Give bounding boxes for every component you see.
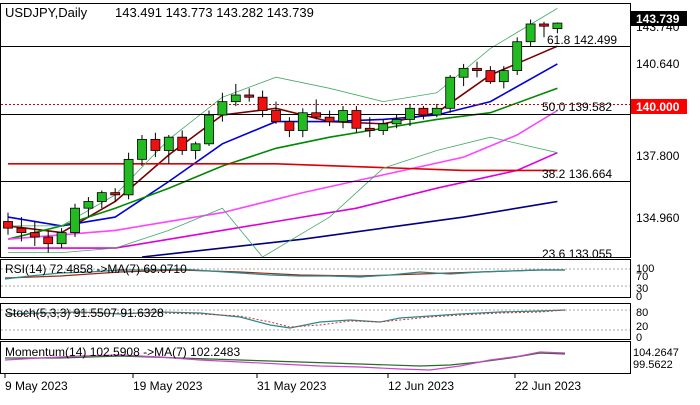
stoch-pane bbox=[0, 303, 631, 340]
date-tick: 31 May 2023 bbox=[257, 379, 327, 393]
candle bbox=[83, 197, 94, 218]
candle bbox=[284, 117, 295, 138]
candle bbox=[525, 19, 536, 47]
fib-61-label: 61.8 142.499 bbox=[547, 33, 617, 47]
candle bbox=[217, 92, 228, 122]
candle bbox=[485, 66, 496, 84]
rsi-tick: 70 bbox=[636, 271, 648, 283]
candle bbox=[297, 108, 308, 138]
candle bbox=[431, 103, 442, 118]
candle bbox=[311, 99, 322, 120]
candle bbox=[552, 22, 563, 34]
ma-line-6 bbox=[8, 163, 558, 172]
candle bbox=[230, 83, 241, 107]
symbol-label: USDJPY,Daily bbox=[5, 5, 88, 20]
momentum-tick: 99.5622 bbox=[633, 359, 673, 371]
candle bbox=[498, 66, 509, 89]
rsi-tick: 100 bbox=[636, 263, 654, 275]
ma-line-3 bbox=[7, 109, 558, 240]
stoch-signal-line bbox=[4, 309, 566, 328]
momentum-tick: 104.2647 bbox=[633, 347, 679, 359]
candle bbox=[445, 75, 456, 113]
rsi-line bbox=[4, 268, 565, 280]
candle bbox=[364, 117, 375, 138]
ma-line-7 bbox=[8, 8, 558, 227]
ohlc-label: 143.491 143.773 143.282 143.739 bbox=[115, 5, 314, 20]
candle bbox=[405, 103, 415, 127]
momentum-pane bbox=[0, 341, 631, 374]
date-tick: 22 Jun 2023 bbox=[515, 379, 581, 393]
date-tick: 19 May 2023 bbox=[133, 379, 203, 393]
candle bbox=[351, 106, 362, 133]
candle bbox=[29, 221, 40, 246]
moving-averages bbox=[7, 8, 558, 258]
candle bbox=[338, 106, 348, 129]
candle bbox=[163, 134, 174, 164]
main-pane bbox=[0, 3, 631, 258]
ma-line-8 bbox=[8, 136, 558, 258]
candle bbox=[137, 134, 147, 167]
date-tick: 9 May 2023 bbox=[5, 379, 68, 393]
price-tick: 137.800 bbox=[636, 149, 680, 163]
stoch-tick: 0 bbox=[636, 332, 642, 344]
price-tick: 140.640 bbox=[636, 57, 680, 71]
candle bbox=[150, 132, 161, 158]
candle bbox=[43, 230, 54, 253]
rsi-pane bbox=[0, 259, 631, 298]
candle bbox=[257, 90, 268, 118]
candles bbox=[3, 19, 563, 253]
ma-line-2 bbox=[7, 87, 558, 240]
date-tick: 12 Jun 2023 bbox=[388, 379, 454, 393]
candle bbox=[190, 141, 201, 160]
candle bbox=[56, 228, 67, 249]
rsi-tick: 0 bbox=[636, 291, 642, 303]
stoch-label: Stoch(5,3,3) 91.5507 91.6328 bbox=[5, 306, 164, 320]
current-price-label: 143.739 bbox=[636, 12, 680, 26]
momentum-line bbox=[4, 351, 566, 371]
candle bbox=[324, 110, 335, 127]
fib-50-label: 50.0 139.582 bbox=[542, 100, 612, 114]
candle bbox=[418, 106, 429, 120]
momentum-label: Momentum(14) 102.5908 ->MA(7) 102.2483 bbox=[5, 345, 240, 359]
rsi-label: RSI(14) 72.4858 ->MA(7) 69.0710 bbox=[5, 262, 187, 276]
candle bbox=[244, 88, 255, 102]
level-140-box bbox=[631, 99, 687, 114]
candle bbox=[378, 119, 389, 135]
level-140-label: 140.000 bbox=[636, 100, 680, 114]
momentum-ma-line bbox=[5, 352, 566, 367]
stoch-tick: 80 bbox=[636, 307, 648, 319]
rsi-tick: 30 bbox=[636, 283, 648, 295]
ma-line-4 bbox=[8, 151, 558, 249]
candle bbox=[271, 101, 281, 124]
candle bbox=[96, 190, 107, 209]
current-price-box bbox=[631, 11, 687, 26]
candle bbox=[458, 63, 469, 87]
candle bbox=[539, 21, 549, 38]
candle bbox=[204, 110, 214, 147]
stoch-tick: 20 bbox=[636, 321, 648, 333]
date-axis: 9 May 2023 19 May 2023 31 May 2023 12 Ju… bbox=[4, 374, 581, 393]
candle bbox=[110, 188, 121, 202]
candle bbox=[391, 114, 402, 129]
fib-38-label: 38.2 136.664 bbox=[542, 167, 612, 181]
candle bbox=[3, 212, 13, 235]
candle bbox=[16, 217, 27, 242]
ma-line-5 bbox=[141, 200, 558, 258]
price-tick: 134.960 bbox=[636, 211, 680, 225]
candle bbox=[177, 130, 188, 155]
candle bbox=[512, 37, 523, 76]
stoch-main-line bbox=[4, 309, 566, 329]
fib-23-label: 23.6 133.055 bbox=[542, 247, 612, 261]
candle bbox=[472, 61, 482, 78]
candle bbox=[123, 152, 134, 200]
candle bbox=[70, 203, 80, 238]
